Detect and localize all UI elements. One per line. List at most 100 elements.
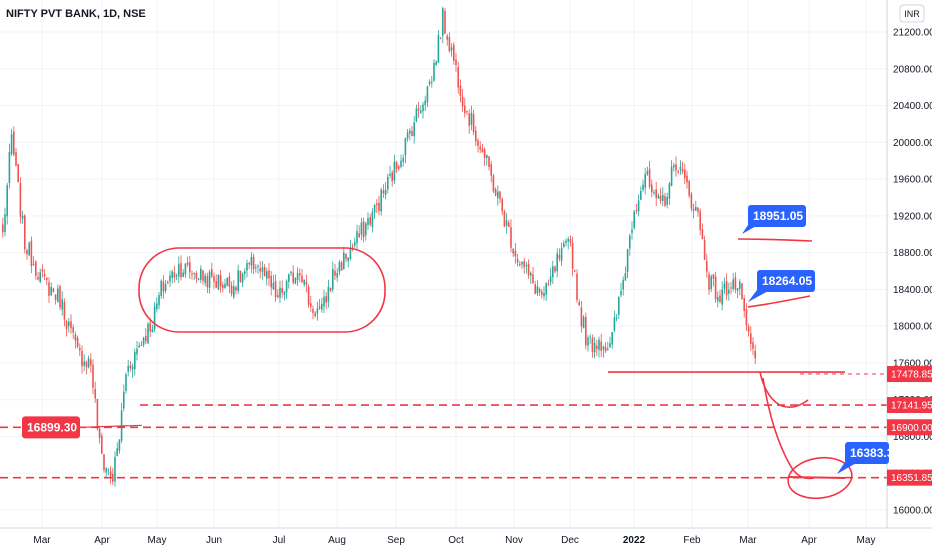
- candle-body[interactable]: [479, 146, 481, 150]
- candle-body[interactable]: [565, 240, 567, 243]
- candle[interactable]: [70, 314, 72, 334]
- candle-body[interactable]: [48, 282, 50, 296]
- candle[interactable]: [387, 173, 389, 194]
- candle[interactable]: [17, 163, 19, 183]
- candle[interactable]: [68, 317, 70, 333]
- candle[interactable]: [255, 263, 257, 273]
- candle-body[interactable]: [26, 249, 28, 255]
- candle-body[interactable]: [250, 256, 253, 266]
- candle[interactable]: [640, 186, 642, 201]
- candle-body[interactable]: [257, 265, 259, 267]
- candle-body[interactable]: [712, 274, 715, 279]
- candle[interactable]: [470, 105, 473, 131]
- candle[interactable]: [468, 109, 470, 134]
- candle[interactable]: [15, 147, 17, 167]
- candle[interactable]: [402, 154, 404, 167]
- candle-body[interactable]: [541, 291, 543, 295]
- candle[interactable]: [310, 295, 312, 312]
- candle-body[interactable]: [87, 358, 90, 368]
- candle[interactable]: [114, 451, 116, 487]
- candle[interactable]: [213, 272, 215, 289]
- candle-body[interactable]: [349, 247, 352, 260]
- candle[interactable]: [222, 281, 224, 293]
- candle-body[interactable]: [604, 346, 607, 352]
- candle-body[interactable]: [695, 206, 697, 211]
- candle-body[interactable]: [512, 248, 514, 254]
- candle-body[interactable]: [624, 273, 627, 281]
- candle-body[interactable]: [74, 334, 77, 341]
- candle-body[interactable]: [752, 342, 754, 349]
- candle-body[interactable]: [325, 296, 327, 303]
- candle[interactable]: [739, 278, 741, 296]
- candle-body[interactable]: [180, 263, 182, 278]
- candle-body[interactable]: [589, 336, 591, 338]
- candle-body[interactable]: [523, 261, 525, 268]
- candle[interactable]: [706, 253, 708, 278]
- candle-body[interactable]: [59, 286, 61, 308]
- candle[interactable]: [688, 179, 690, 199]
- candle[interactable]: [261, 261, 264, 280]
- candle-body[interactable]: [750, 333, 752, 344]
- candle-body[interactable]: [92, 364, 94, 388]
- candle[interactable]: [283, 290, 286, 301]
- candle-body[interactable]: [76, 338, 79, 347]
- candle[interactable]: [8, 143, 11, 189]
- candle-body[interactable]: [393, 161, 396, 181]
- candle-body[interactable]: [112, 473, 114, 482]
- candle[interactable]: [428, 79, 431, 87]
- candle[interactable]: [266, 267, 268, 286]
- candle-body[interactable]: [666, 197, 668, 205]
- candle[interactable]: [270, 270, 272, 296]
- candle[interactable]: [481, 143, 484, 153]
- candle-body[interactable]: [266, 271, 268, 279]
- candle[interactable]: [717, 291, 719, 308]
- candle-body[interactable]: [719, 295, 721, 302]
- candle[interactable]: [26, 248, 28, 260]
- candle-body[interactable]: [235, 287, 237, 291]
- candle-body[interactable]: [197, 278, 200, 280]
- candle[interactable]: [303, 279, 305, 288]
- candle[interactable]: [433, 59, 435, 82]
- candle[interactable]: [743, 294, 745, 318]
- candle-body[interactable]: [241, 274, 244, 283]
- candle[interactable]: [580, 300, 583, 333]
- candle[interactable]: [277, 289, 279, 299]
- candle-body[interactable]: [4, 214, 6, 233]
- candle[interactable]: [442, 6, 444, 44]
- candle-body[interactable]: [358, 233, 360, 238]
- candle[interactable]: [730, 282, 732, 295]
- candle[interactable]: [635, 203, 638, 215]
- price-tag[interactable]: 16900.00: [887, 419, 932, 436]
- candle-body[interactable]: [384, 189, 387, 195]
- candle-body[interactable]: [323, 296, 325, 307]
- candle-body[interactable]: [360, 222, 363, 235]
- candle-body[interactable]: [365, 223, 367, 236]
- candle[interactable]: [182, 269, 184, 278]
- candle-body[interactable]: [743, 298, 745, 311]
- candle[interactable]: [202, 269, 204, 285]
- candle-body[interactable]: [233, 286, 235, 297]
- candle[interactable]: [571, 236, 574, 277]
- candle[interactable]: [292, 265, 294, 285]
- candle[interactable]: [191, 270, 193, 280]
- candle-body[interactable]: [435, 61, 437, 65]
- candle-body[interactable]: [701, 229, 704, 240]
- candle-body[interactable]: [554, 266, 556, 272]
- candle[interactable]: [149, 317, 151, 337]
- candle-body[interactable]: [684, 169, 686, 179]
- candle-body[interactable]: [290, 271, 292, 274]
- candle[interactable]: [263, 264, 266, 277]
- candle[interactable]: [514, 243, 517, 264]
- candle[interactable]: [268, 262, 270, 286]
- candle-body[interactable]: [294, 277, 297, 284]
- candle-body[interactable]: [378, 202, 380, 212]
- candle[interactable]: [677, 170, 679, 175]
- candle[interactable]: [472, 109, 475, 136]
- candle[interactable]: [54, 294, 57, 305]
- candle[interactable]: [85, 360, 88, 375]
- candle[interactable]: [21, 210, 24, 224]
- candle[interactable]: [651, 179, 653, 198]
- candle-body[interactable]: [191, 273, 193, 275]
- candle-body[interactable]: [83, 361, 85, 366]
- candle[interactable]: [312, 305, 314, 320]
